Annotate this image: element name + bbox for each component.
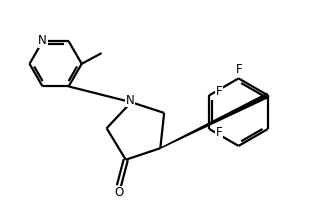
- Text: F: F: [215, 126, 222, 139]
- Text: O: O: [114, 186, 124, 199]
- Polygon shape: [160, 93, 269, 148]
- Text: F: F: [215, 85, 222, 98]
- Text: N: N: [38, 34, 47, 47]
- Text: F: F: [236, 63, 243, 76]
- Text: N: N: [126, 94, 135, 107]
